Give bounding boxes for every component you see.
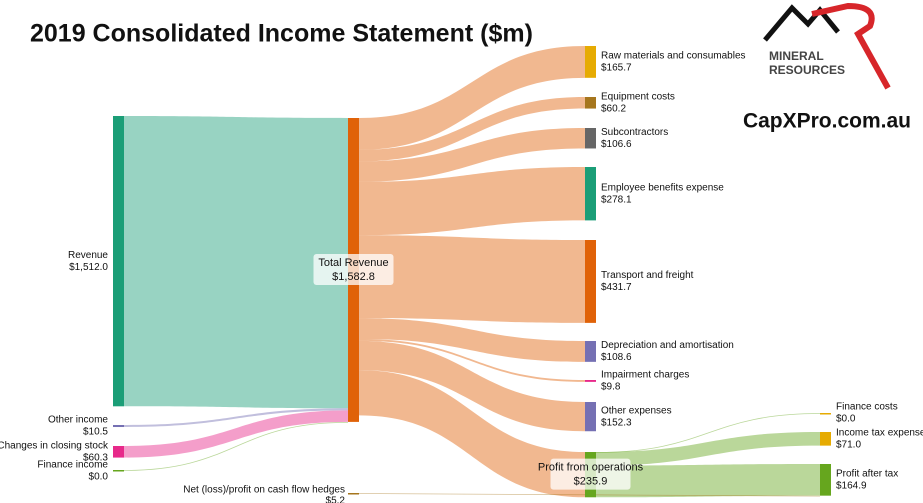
node-value: $10.5 xyxy=(83,427,108,438)
node xyxy=(820,432,831,446)
node-label: Profit after tax xyxy=(836,468,898,479)
logo: MINERAL RESOURCES xyxy=(763,2,891,90)
node-value: $431.7 xyxy=(601,282,632,293)
link xyxy=(359,370,585,498)
link xyxy=(359,167,585,236)
label-box xyxy=(313,253,394,285)
node-value: $278.1 xyxy=(601,194,632,205)
node xyxy=(113,116,124,407)
node-label: Employee benefits expense xyxy=(601,182,724,193)
node xyxy=(585,380,596,382)
node xyxy=(585,128,596,149)
link xyxy=(595,413,821,453)
node-value: $152.3 xyxy=(601,417,632,428)
node-value: $165.7 xyxy=(601,63,632,74)
link xyxy=(124,408,348,428)
labels: Revenue$1,512.0 Other income$10.5 Changes … xyxy=(0,51,923,503)
node xyxy=(585,240,596,323)
link xyxy=(596,464,820,498)
node-value: $5.2 xyxy=(326,495,346,503)
node xyxy=(585,46,596,78)
link xyxy=(359,340,585,432)
logo-mark xyxy=(811,2,891,90)
node-label: Other expenses xyxy=(601,405,672,416)
node xyxy=(113,425,124,428)
logo-text: RESOURCES xyxy=(769,63,845,77)
node-value: $235.9 xyxy=(574,476,608,488)
node xyxy=(113,446,124,458)
node-value: $1,582.8 xyxy=(332,271,375,283)
link xyxy=(359,128,585,182)
label-box xyxy=(550,458,631,490)
node-label: Subcontractors xyxy=(601,127,668,138)
node-value: $60.3 xyxy=(83,452,108,463)
website: CapXPro.com.au xyxy=(743,110,911,133)
link xyxy=(359,338,585,382)
node-label: Raw materials and consumables xyxy=(601,51,746,62)
node-value: $60.2 xyxy=(601,103,626,114)
chart-title: 2019 Consolidated Income Statement ($m) xyxy=(30,20,533,48)
node-value: $1,512.0 xyxy=(69,262,108,273)
node xyxy=(113,470,124,472)
node-value: $71.0 xyxy=(836,439,861,450)
node xyxy=(820,464,831,496)
node-value: $106.6 xyxy=(601,139,632,150)
node-label: Transport and freight xyxy=(601,270,694,281)
link xyxy=(123,421,349,471)
node-label: Changes in closing stock xyxy=(0,440,109,451)
node-label: Income tax expense xyxy=(836,427,923,438)
logo-text: MINERAL xyxy=(769,49,824,63)
node-label: Revenue xyxy=(68,250,108,261)
link xyxy=(359,46,585,150)
node xyxy=(820,413,831,415)
node xyxy=(585,341,596,362)
link xyxy=(359,318,585,362)
node xyxy=(585,97,596,109)
node-label: Total Revenue xyxy=(318,257,388,269)
node-label: Impairment charges xyxy=(601,370,689,381)
link xyxy=(124,410,348,458)
node xyxy=(348,493,359,495)
node xyxy=(585,167,596,221)
link xyxy=(359,235,585,323)
node-label: Net (loss)/profit on cash flow hedges xyxy=(183,484,345,495)
link xyxy=(359,97,585,162)
node-value: $164.9 xyxy=(836,480,867,491)
node-label: Equipment costs xyxy=(601,91,675,102)
node-label: Finance costs xyxy=(836,402,898,413)
node xyxy=(585,402,596,432)
node-label: Depreciation and amortisation xyxy=(601,340,734,351)
link xyxy=(124,116,348,409)
link xyxy=(596,432,820,466)
node-label: Other income xyxy=(48,415,108,426)
links xyxy=(123,46,821,498)
node-label: Finance income xyxy=(37,459,108,470)
node-value: $108.6 xyxy=(601,352,632,363)
node-label: Profit from operations xyxy=(538,462,644,474)
node-value: $0.0 xyxy=(89,471,109,482)
node-value: $9.8 xyxy=(601,382,621,393)
logo-mark xyxy=(763,4,840,42)
node-value: $0.0 xyxy=(836,414,856,425)
